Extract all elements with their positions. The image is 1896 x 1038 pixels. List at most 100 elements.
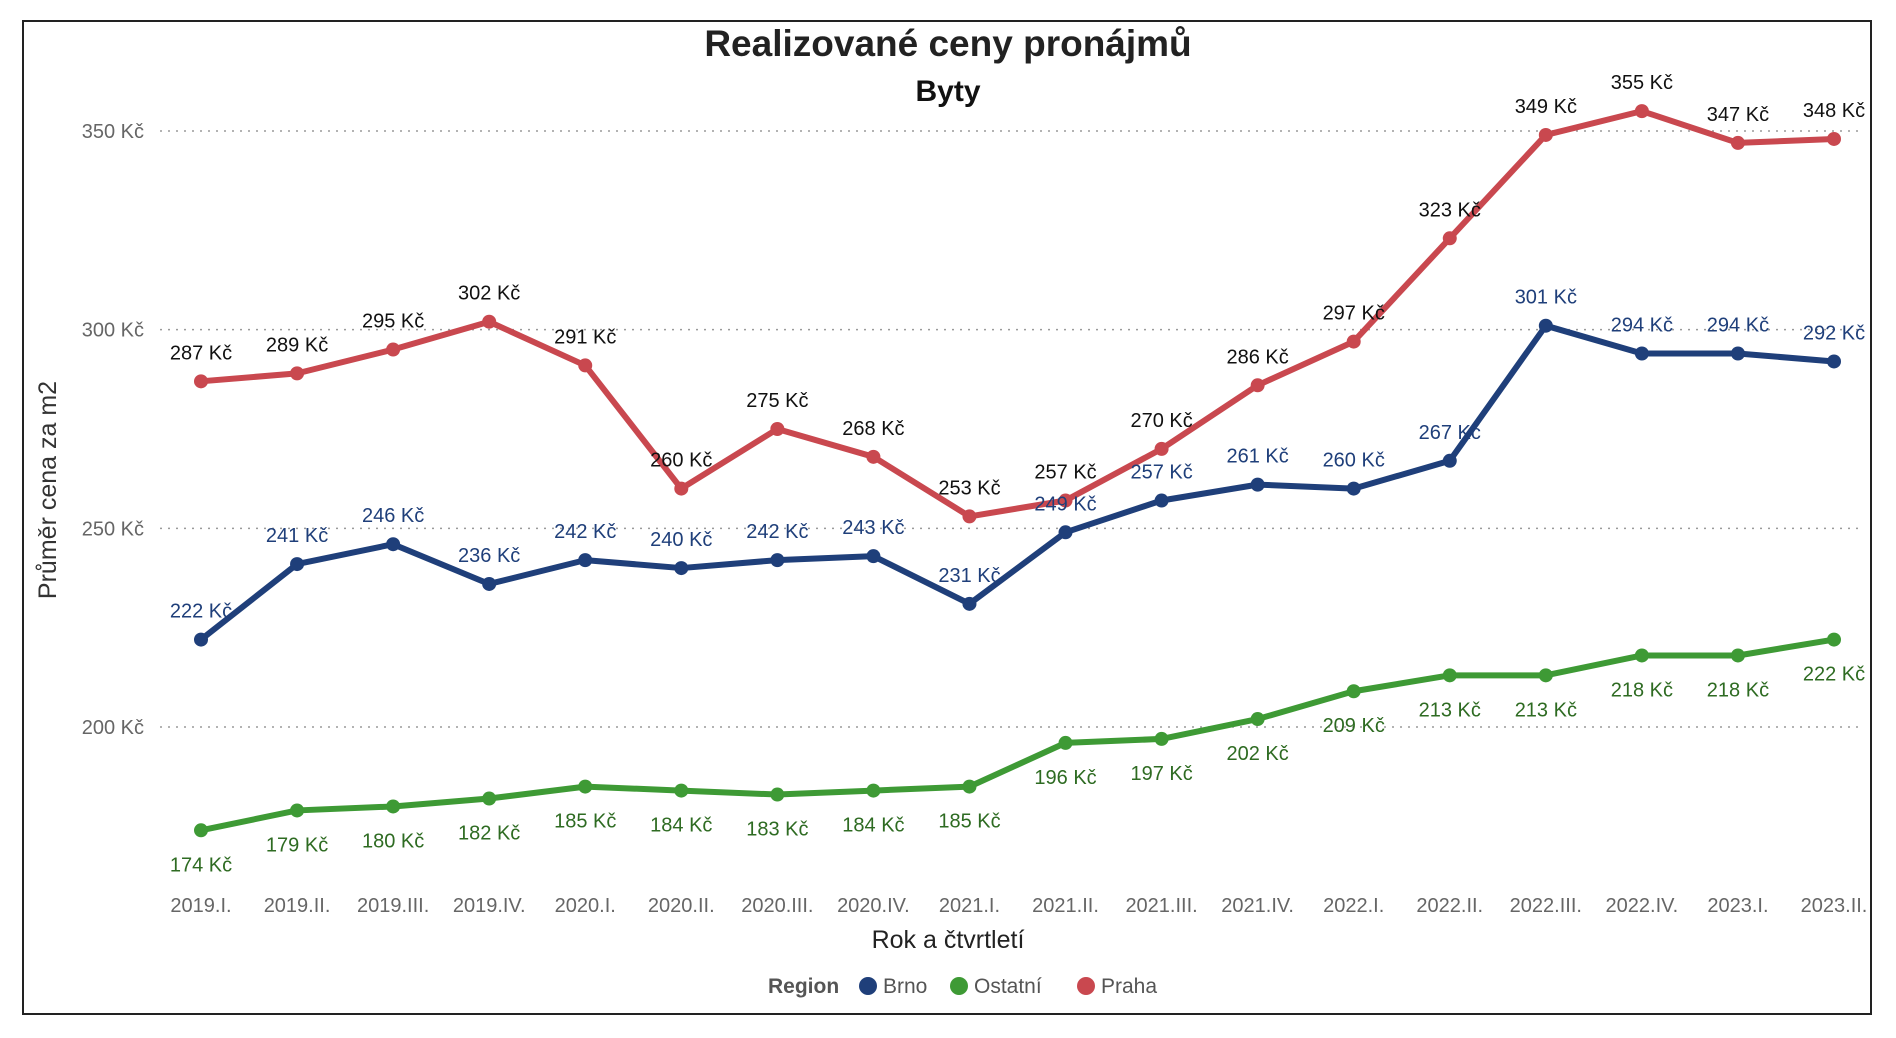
legend-label-brno: Brno	[883, 975, 927, 998]
data-label-ostatn-: 179 Kč	[266, 834, 328, 856]
chart-subtitle: Byty	[915, 75, 980, 108]
x-tick-label: 2023.I.	[1707, 895, 1768, 917]
data-label-brno: 294 Kč	[1611, 315, 1673, 337]
data-point-praha	[194, 374, 208, 389]
data-point-praha	[482, 314, 497, 329]
x-tick-label: 2020.IV.	[837, 895, 910, 917]
x-axis: 2019.I. 2019.II. 2019.III. 2019.IV. 2020.I. 2…	[170, 895, 1867, 917]
data-label-brno: 294 Kč	[1707, 315, 1769, 337]
data-point-praha	[866, 449, 881, 464]
data-point-praha	[1346, 334, 1361, 349]
data-point-ostatn-	[770, 787, 785, 802]
data-point-praha	[1058, 493, 1073, 508]
data-label-ostatn-: 185 Kč	[938, 811, 1000, 833]
y-tick-label: 350 Kč	[82, 121, 144, 143]
legend-label-praha: Praha	[1101, 975, 1157, 998]
data-label-ostatn-: 185 Kč	[554, 811, 616, 833]
series-line-brno	[198, 322, 1837, 643]
data-label-ostatn-: 184 Kč	[650, 815, 712, 837]
data-label-praha: 286 Kč	[1227, 346, 1289, 368]
y-tick-label: 250 Kč	[82, 518, 144, 540]
data-label-brno: 246 Kč	[362, 505, 424, 527]
data-point-ostatn-	[1730, 648, 1745, 663]
legend-marker-ostatn-	[950, 977, 968, 995]
data-label-praha: 275 Kč	[746, 390, 808, 412]
y-axis-title: Průměr cena za m2	[34, 381, 62, 599]
legend-marker-praha	[1077, 977, 1095, 995]
legend-marker-brno	[859, 977, 877, 995]
data-point-ostatn-	[1442, 668, 1457, 683]
x-tick-label: 2022.II.	[1416, 895, 1483, 917]
x-tick-label: 2021.I.	[939, 895, 1000, 917]
x-tick-label: 2021.II.	[1032, 895, 1099, 917]
x-tick-label: 2020.III.	[741, 895, 813, 917]
data-label-brno: 249 Kč	[1034, 493, 1096, 515]
data-label-brno: 240 Kč	[650, 529, 712, 551]
x-tick-label: 2019.I.	[170, 895, 231, 917]
data-label-ostatn-: 202 Kč	[1227, 743, 1289, 765]
data-point-brno	[386, 537, 401, 552]
data-label-brno: 292 Kč	[1803, 322, 1865, 344]
data-point-brno	[962, 596, 977, 611]
data-label-praha: 349 Kč	[1515, 96, 1577, 118]
series-layer	[194, 104, 1841, 838]
data-point-ostatn-	[386, 799, 401, 814]
x-tick-label: 2022.III.	[1510, 895, 1582, 917]
chart-frame	[22, 20, 1872, 1015]
data-point-praha	[386, 342, 401, 357]
data-point-ostatn-	[866, 783, 881, 798]
data-point-ostatn-	[194, 823, 208, 838]
data-point-brno	[1538, 318, 1553, 333]
data-label-praha: 257 Kč	[1034, 462, 1096, 484]
data-point-ostatn-	[482, 791, 497, 806]
data-point-praha	[578, 358, 593, 373]
data-point-ostatn-	[1250, 712, 1265, 727]
data-label-praha: 268 Kč	[842, 418, 904, 440]
data-label-praha: 289 Kč	[266, 334, 328, 356]
x-tick-label: 2019.II.	[264, 895, 331, 917]
data-label-brno: 261 Kč	[1227, 446, 1289, 468]
data-label-ostatn-: 197 Kč	[1130, 763, 1192, 785]
data-point-ostatn-	[1154, 731, 1169, 746]
data-point-ostatn-	[1346, 684, 1361, 699]
data-label-ostatn-: 184 Kč	[842, 815, 904, 837]
data-label-praha: 302 Kč	[458, 283, 520, 305]
data-point-brno	[1058, 525, 1073, 540]
data-point-praha	[770, 422, 785, 436]
data-point-praha	[1730, 135, 1745, 150]
data-label-brno: 267 Kč	[1419, 422, 1481, 444]
data-label-praha: 347 Kč	[1707, 104, 1769, 126]
legend: Region Brno Ostatní Praha	[768, 975, 1157, 998]
x-tick-label: 2019.IV.	[453, 895, 526, 917]
gridlines	[160, 130, 1862, 728]
data-point-brno	[1442, 453, 1457, 468]
data-label-ostatn-: 213 Kč	[1419, 699, 1481, 721]
data-label-brno: 222 Kč	[170, 601, 232, 623]
data-label-brno: 236 Kč	[458, 545, 520, 567]
data-label-brno: 243 Kč	[842, 517, 904, 539]
data-point-brno	[1730, 346, 1745, 361]
data-label-ostatn-: 182 Kč	[458, 823, 520, 845]
data-point-praha	[1250, 378, 1265, 393]
x-tick-label: 2021.IV.	[1221, 895, 1294, 917]
data-point-brno	[482, 576, 497, 591]
data-point-ostatn-	[1058, 735, 1073, 750]
data-point-brno	[194, 632, 208, 647]
data-point-brno	[1346, 481, 1361, 496]
data-point-praha	[1538, 127, 1553, 142]
data-label-brno: 260 Kč	[1323, 450, 1385, 472]
data-label-praha: 355 Kč	[1611, 72, 1673, 94]
data-label-ostatn-: 174 Kč	[170, 854, 232, 876]
x-tick-label: 2020.I.	[555, 895, 616, 917]
x-tick-label: 2022.IV.	[1606, 895, 1679, 917]
data-point-brno	[1154, 493, 1169, 508]
data-point-praha	[290, 366, 305, 381]
data-label-brno: 301 Kč	[1515, 287, 1577, 309]
data-point-praha	[1154, 441, 1169, 456]
data-label-brno: 242 Kč	[746, 521, 808, 543]
data-label-ostatn-: 213 Kč	[1515, 699, 1577, 721]
series-line-ostatn-	[198, 636, 1837, 834]
x-axis-title: Rok a čtvrtletí	[872, 926, 1025, 954]
x-tick-label: 2021.III.	[1125, 895, 1197, 917]
